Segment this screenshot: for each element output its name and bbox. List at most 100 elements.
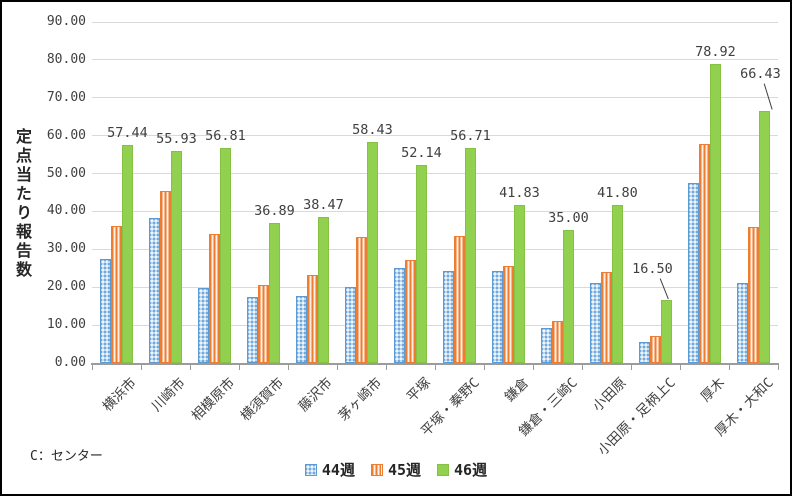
bar bbox=[247, 296, 258, 363]
x-category-label: 小田原 bbox=[589, 374, 630, 415]
data-label: 56.71 bbox=[450, 128, 491, 145]
footnote: C：センター bbox=[30, 449, 103, 464]
y-tick-label: 90.00 bbox=[46, 14, 86, 29]
y-tick-label: 10.00 bbox=[46, 317, 86, 333]
bar bbox=[688, 182, 699, 363]
bar bbox=[318, 217, 329, 363]
bar bbox=[661, 300, 672, 363]
x-axis-tick bbox=[141, 365, 142, 370]
gridline bbox=[92, 21, 778, 23]
bar bbox=[296, 296, 307, 363]
bar bbox=[171, 151, 182, 363]
x-category-label: 茅ヶ崎市 bbox=[335, 374, 385, 425]
bar bbox=[465, 148, 476, 363]
y-tick-label: 30.00 bbox=[46, 241, 86, 257]
data-label: 38.47 bbox=[303, 197, 344, 214]
bar bbox=[209, 234, 220, 363]
bar bbox=[563, 230, 574, 363]
bar bbox=[737, 283, 748, 363]
x-axis-tick bbox=[680, 365, 681, 370]
bar bbox=[160, 190, 171, 363]
bar bbox=[541, 328, 552, 363]
y-axis-title: 定点当たり報告数 bbox=[13, 128, 32, 280]
bar bbox=[111, 225, 122, 363]
bar bbox=[220, 147, 231, 363]
data-label: 56.81 bbox=[205, 127, 246, 144]
bar bbox=[443, 270, 454, 363]
y-tick-label: 0.00 bbox=[54, 355, 86, 370]
gridline bbox=[92, 135, 778, 137]
gridline bbox=[92, 324, 778, 326]
x-axis-tick bbox=[239, 365, 240, 370]
x-category-label: 横浜市 bbox=[99, 374, 140, 415]
x-axis-tick bbox=[435, 365, 436, 370]
bar bbox=[590, 283, 601, 363]
bar bbox=[612, 204, 623, 363]
x-axis-tick bbox=[288, 365, 289, 370]
x-category-label: 鎌倉 bbox=[501, 374, 532, 406]
x-axis-tick bbox=[386, 365, 387, 370]
gridline bbox=[92, 59, 778, 61]
legend-item: 46週 bbox=[437, 459, 487, 480]
x-axis-tick bbox=[729, 365, 730, 370]
bar bbox=[650, 336, 661, 363]
bar bbox=[394, 267, 405, 363]
bar bbox=[405, 259, 416, 363]
gridline bbox=[92, 286, 778, 288]
legend-label: 45週 bbox=[387, 461, 422, 479]
bar bbox=[356, 237, 367, 363]
data-label: 57.44 bbox=[107, 125, 148, 142]
x-category-label: 相模原市 bbox=[188, 374, 238, 425]
x-axis-tick bbox=[582, 365, 583, 370]
x-axis-tick bbox=[533, 365, 534, 370]
bar bbox=[601, 272, 612, 363]
bar bbox=[492, 270, 503, 363]
legend-label: 44週 bbox=[321, 461, 355, 479]
gridline bbox=[92, 173, 778, 175]
legend: 44週 45週 46週 bbox=[2, 459, 790, 480]
legend-swatch-icon bbox=[437, 463, 450, 476]
data-label: 41.80 bbox=[597, 184, 638, 201]
x-category-label: 平塚 bbox=[403, 374, 434, 406]
bar bbox=[345, 287, 356, 363]
bar bbox=[367, 141, 378, 363]
bar bbox=[710, 63, 721, 363]
data-label: 35.00 bbox=[548, 210, 589, 227]
bar bbox=[759, 111, 770, 363]
legend-swatch-icon bbox=[304, 463, 317, 476]
bar bbox=[258, 285, 269, 363]
leader-line bbox=[658, 278, 669, 300]
bar bbox=[503, 265, 514, 363]
bar bbox=[639, 341, 650, 363]
bar bbox=[198, 288, 209, 363]
x-axis-tick bbox=[778, 365, 779, 370]
bar bbox=[149, 218, 160, 363]
x-axis-line bbox=[91, 363, 779, 365]
bar bbox=[454, 235, 465, 363]
y-tick-label: 40.00 bbox=[46, 203, 86, 219]
legend-label: 46週 bbox=[454, 461, 488, 479]
data-label: 52.14 bbox=[401, 145, 442, 162]
bar bbox=[514, 204, 525, 363]
bar bbox=[122, 145, 133, 363]
y-tick-label: 60.00 bbox=[46, 127, 86, 143]
x-category-label: 横須賀市 bbox=[237, 374, 287, 425]
data-label: 66.43 bbox=[740, 66, 781, 83]
x-category-label: 川崎市 bbox=[148, 374, 189, 415]
data-label: 58.43 bbox=[352, 121, 393, 138]
data-label: 55.93 bbox=[156, 131, 197, 148]
gridline bbox=[92, 210, 778, 212]
bar bbox=[269, 223, 280, 363]
bar bbox=[416, 165, 427, 363]
data-label: 41.83 bbox=[499, 184, 540, 201]
x-axis-tick bbox=[484, 365, 485, 370]
bar bbox=[307, 274, 318, 363]
gridline bbox=[92, 248, 778, 250]
y-tick-label: 20.00 bbox=[46, 279, 86, 295]
bar bbox=[100, 258, 111, 363]
bar bbox=[699, 144, 710, 363]
x-category-label: 厚木 bbox=[697, 374, 728, 406]
legend-item: 44週 bbox=[304, 459, 355, 480]
